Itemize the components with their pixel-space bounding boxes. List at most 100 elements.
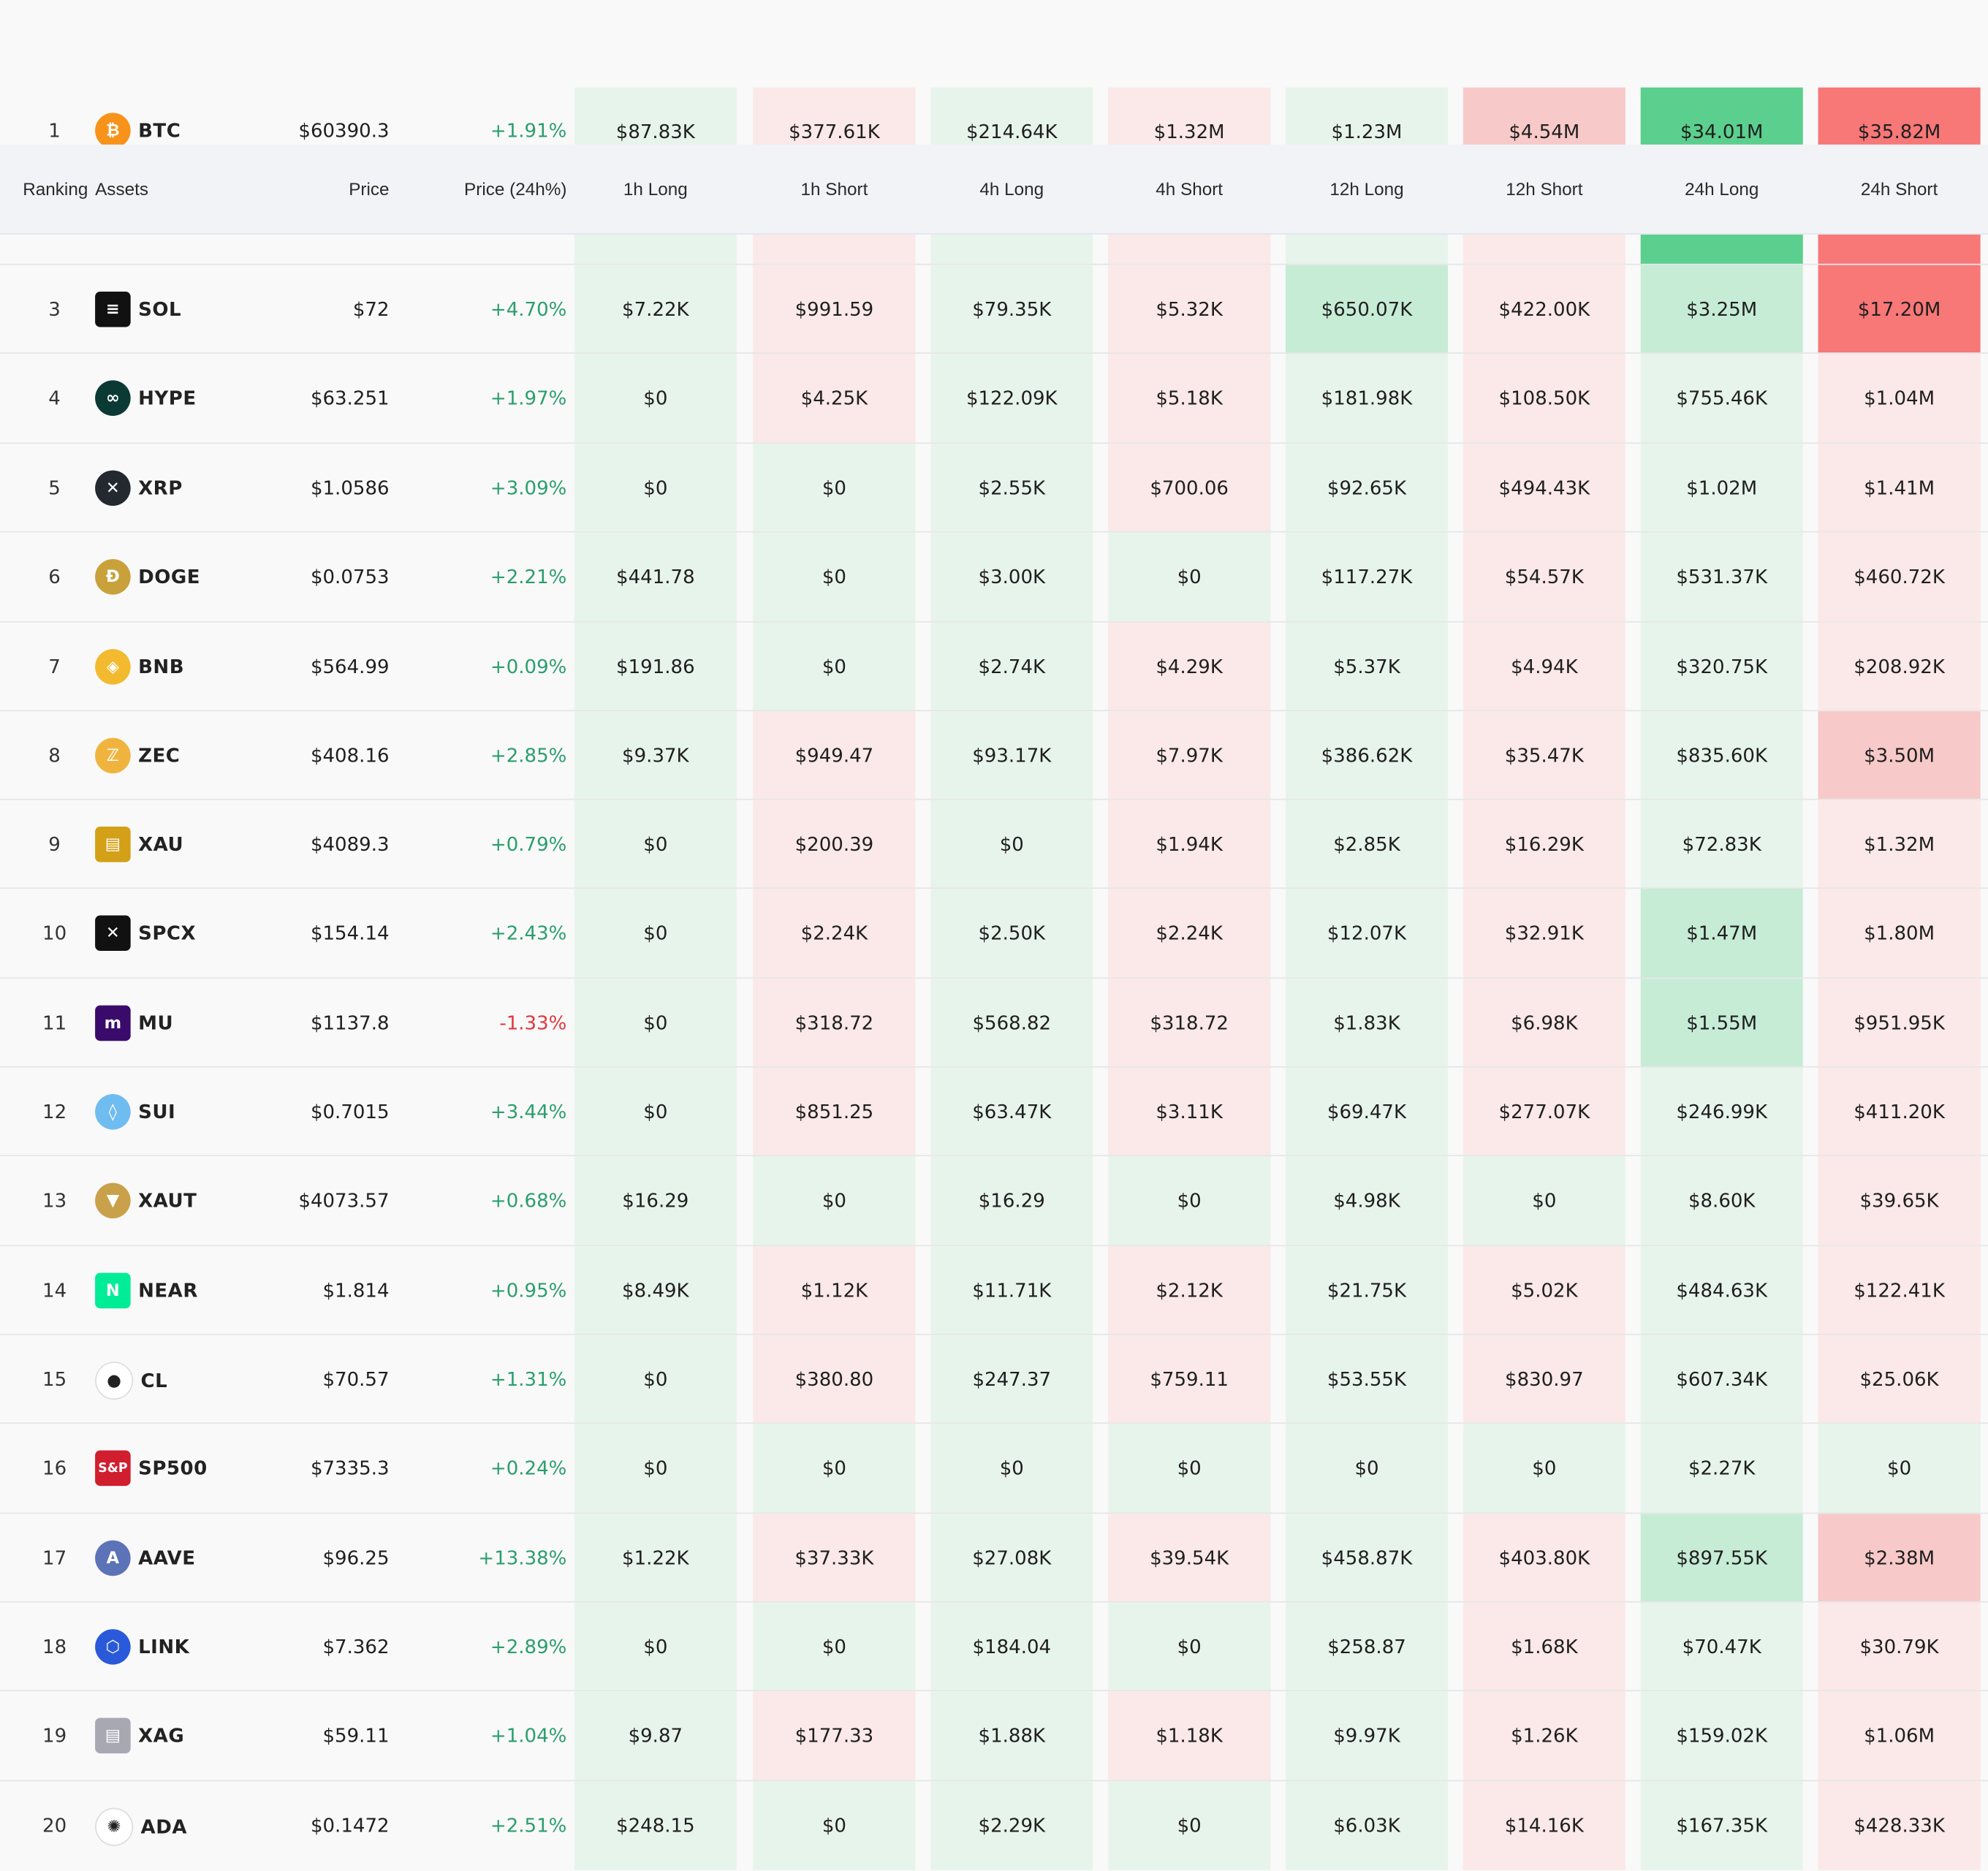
table-row[interactable]: $16.29 $0 $16.29 $0 $4.98K $0 $8.60K $39.65K 13 ▼… [0,1155,1988,1245]
rank: 5 [48,477,61,500]
col-ranking[interactable]: Ranking [23,178,88,200]
asset-symbol: ADA [140,1815,188,1839]
table-row[interactable]: $0 $851.25 $63.47K $3.11K $69.47K $277.07K $24… [0,1066,1988,1157]
col-24h-short[interactable]: 24h Short [1860,178,1938,200]
12h-short-cell: $494.43K [1462,444,1625,533]
asset-cell[interactable]: Ð DOGE [95,559,200,595]
1h-long-cell: $0 [574,800,737,889]
table-row[interactable]: $0 $0 $2.55K $700.06 $92.65K $494.43K $1.02M $1… [0,442,1988,533]
asset-symbol: BNB [138,655,185,679]
table-row[interactable]: $0 $0 $0 $0 $0 $0 $2.27K $0 16 S&P SP500 $7335.3 +0.… [0,1422,1988,1513]
4h-long-cell: $0 [930,1424,1093,1513]
col-12h-short[interactable]: 12h Short [1506,178,1583,200]
table-row[interactable]: $7.22K $991.59 $79.35K $5.32K $650.07K $422.0… [0,263,1988,354]
1h-long-cell: $9.37K [574,711,737,800]
col-1h-long[interactable]: 1h Long [623,178,688,200]
table-row[interactable]: $248.15 $0 $2.29K $0 $6.03K $14.16K $167.35K $4… [0,1780,1988,1870]
table-row[interactable]: $0 $0 $184.04 $0 $258.87 $1.68K $70.47K $30.79K… [0,1601,1988,1692]
cell-value: $318.72 [1150,1012,1229,1035]
24h-long-cell: $320.75K [1640,622,1803,712]
bitcoin-icon: ₿ [95,113,131,148]
1h-long-cell: $441.78 [574,532,737,622]
price-value: $7.362 [322,1635,390,1658]
cell-value: $8.60K [1688,1189,1756,1212]
asset-cell[interactable]: ▼ XAUT [95,1183,197,1219]
asset-cell[interactable]: ✺ ADA [95,1807,188,1846]
cell-value: $4.54M [1509,120,1580,144]
asset-cell[interactable]: ▤ XAG [95,1718,184,1754]
row-divider [0,1601,1988,1603]
asset-cell[interactable]: ₿ BTC [95,113,181,148]
cell-value: $0 [643,387,668,410]
24h-short-cell: $1.32M [1818,800,1981,889]
col-change[interactable]: Price (24h%) [464,178,567,200]
rank: 1 [48,119,61,143]
col-12h-long[interactable]: 12h Long [1329,178,1404,200]
cell-value: $949.47 [794,744,874,767]
asset-cell[interactable]: A AAVE [95,1540,196,1576]
col-24h-long[interactable]: 24h Long [1685,178,1759,200]
table-row[interactable]: $9.37K $949.47 $93.17K $7.97K $386.62K $35.47… [0,710,1988,800]
cell-value: $0 [643,1635,668,1658]
asset-cell[interactable]: N NEAR [95,1272,198,1309]
asset-cell[interactable]: ◊ SUI [95,1094,175,1130]
asset-cell[interactable]: ✕ XRP [95,470,183,506]
cell-value: $2.38M [1864,1546,1935,1570]
table-row[interactable]: $0 $4.25K $122.09K $5.18K $181.98K $108.50K $7… [0,352,1988,443]
change-value: +1.91% [490,119,567,143]
asset-symbol: SPCX [138,922,197,945]
price-value: $4089.3 [310,832,390,856]
table-row[interactable]: $0 $2.24K $2.50K $2.24K $12.07K $32.91K $1.47M… [0,887,1988,978]
cell-value: $422.00K [1498,297,1590,321]
cell-value: $2.29K [978,1814,1046,1837]
cell-value: $7.97K [1156,744,1223,767]
asset-cell[interactable]: ∞ HYPE [95,380,197,416]
24h-long-cell: $1.47M [1640,889,1803,978]
cell-value: $650.07K [1321,297,1413,321]
12h-short-cell: $0 [1462,1156,1625,1245]
asset-cell[interactable]: ℤ ZEC [95,737,180,774]
asset-cell[interactable]: ▤ XAU [95,827,183,862]
12h-long-cell: $2.85K [1285,800,1449,889]
row-divider [0,887,1988,889]
change-value: -1.33% [499,1012,567,1035]
cell-value: $63.47K [972,1100,1052,1123]
table-row[interactable]: $8.49K $1.12K $11.71K $2.12K $21.75K $5.02K $4… [0,1245,1988,1335]
col-4h-short[interactable]: 4h Short [1156,178,1223,200]
asset-cell[interactable]: ≡ SOL [95,291,181,327]
change-value: +0.95% [490,1279,567,1302]
col-price[interactable]: Price [349,178,390,200]
4h-short-cell: $4.29K [1108,622,1271,712]
price-value: $564.99 [310,655,390,679]
col-4h-long[interactable]: 4h Long [979,178,1044,200]
cell-value: $411.20K [1854,1100,1945,1123]
asset-cell[interactable]: m MU [95,1005,173,1041]
cell-value: $9.87 [628,1724,683,1747]
col-1h-short[interactable]: 1h Short [800,178,868,200]
change-value: +13.38% [478,1546,567,1570]
table-row[interactable]: $0 $318.72 $568.82 $318.72 $1.83K $6.98K $1.55… [0,977,1988,1068]
asset-cell[interactable]: ⬡ LINK [95,1629,189,1665]
col-assets[interactable]: Assets [95,178,148,200]
24h-long-cell: $2.27K [1640,1424,1803,1513]
cell-value: $951.95K [1854,1012,1945,1035]
table-row[interactable]: $1.22K $37.33K $27.08K $39.54K $458.87K $403.… [0,1512,1988,1603]
table-row[interactable]: $0 $200.39 $0 $1.94K $2.85K $16.29K $72.83K $1.… [0,798,1988,889]
12h-long-cell: $650.07K [1285,265,1449,354]
table-row[interactable]: $441.78 $0 $3.00K $0 $117.27K $54.57K $531.37K… [0,531,1988,622]
cell-value: $830.97 [1505,1367,1584,1391]
table-row[interactable] [0,233,1988,265]
asset-cell[interactable]: ● CL [95,1362,167,1400]
asset-cell[interactable]: ◈ BNB [95,649,184,685]
cell-value: $0 [822,1635,846,1658]
table-row[interactable]: $9.87 $177.33 $1.88K $1.18K $9.97K $1.26K $159… [0,1690,1988,1780]
oil-drop-icon: ● [95,1362,134,1400]
rank: 18 [42,1635,67,1658]
table-row[interactable]: $0 $380.80 $247.37 $759.11 $53.55K $830.97 $60… [0,1333,1988,1424]
table-row[interactable]: $191.86 $0 $2.74K $4.29K $5.37K $4.94K $320.75… [0,621,1988,712]
asset-cell[interactable]: S&P SP500 [95,1450,208,1487]
cell-value: $0 [1177,1814,1202,1837]
asset-cell[interactable]: ✕ SPCX [95,915,197,952]
12h-short-cell: $422.00K [1462,265,1625,354]
rank: 12 [42,1100,67,1123]
